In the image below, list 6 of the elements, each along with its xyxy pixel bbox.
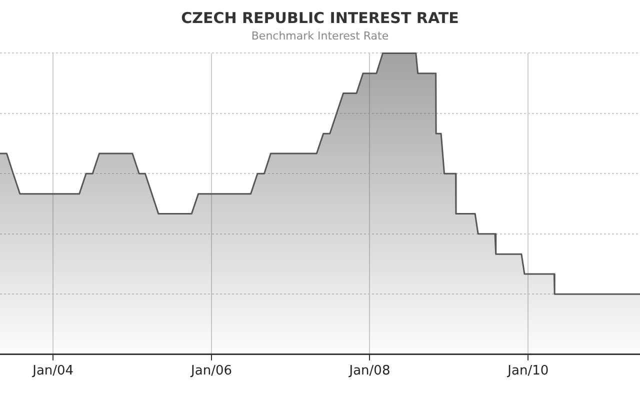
- x-tick-label: Jan/10: [506, 364, 549, 379]
- x-tick-label: Jan/04: [32, 364, 74, 379]
- chart-title: CZECH REPUBLIC INTEREST RATE: [181, 8, 459, 27]
- x-tick-label: Jan/08: [348, 364, 390, 379]
- chart-subtitle: Benchmark Interest Rate: [251, 29, 389, 42]
- x-tick-label: Jan/06: [190, 364, 232, 379]
